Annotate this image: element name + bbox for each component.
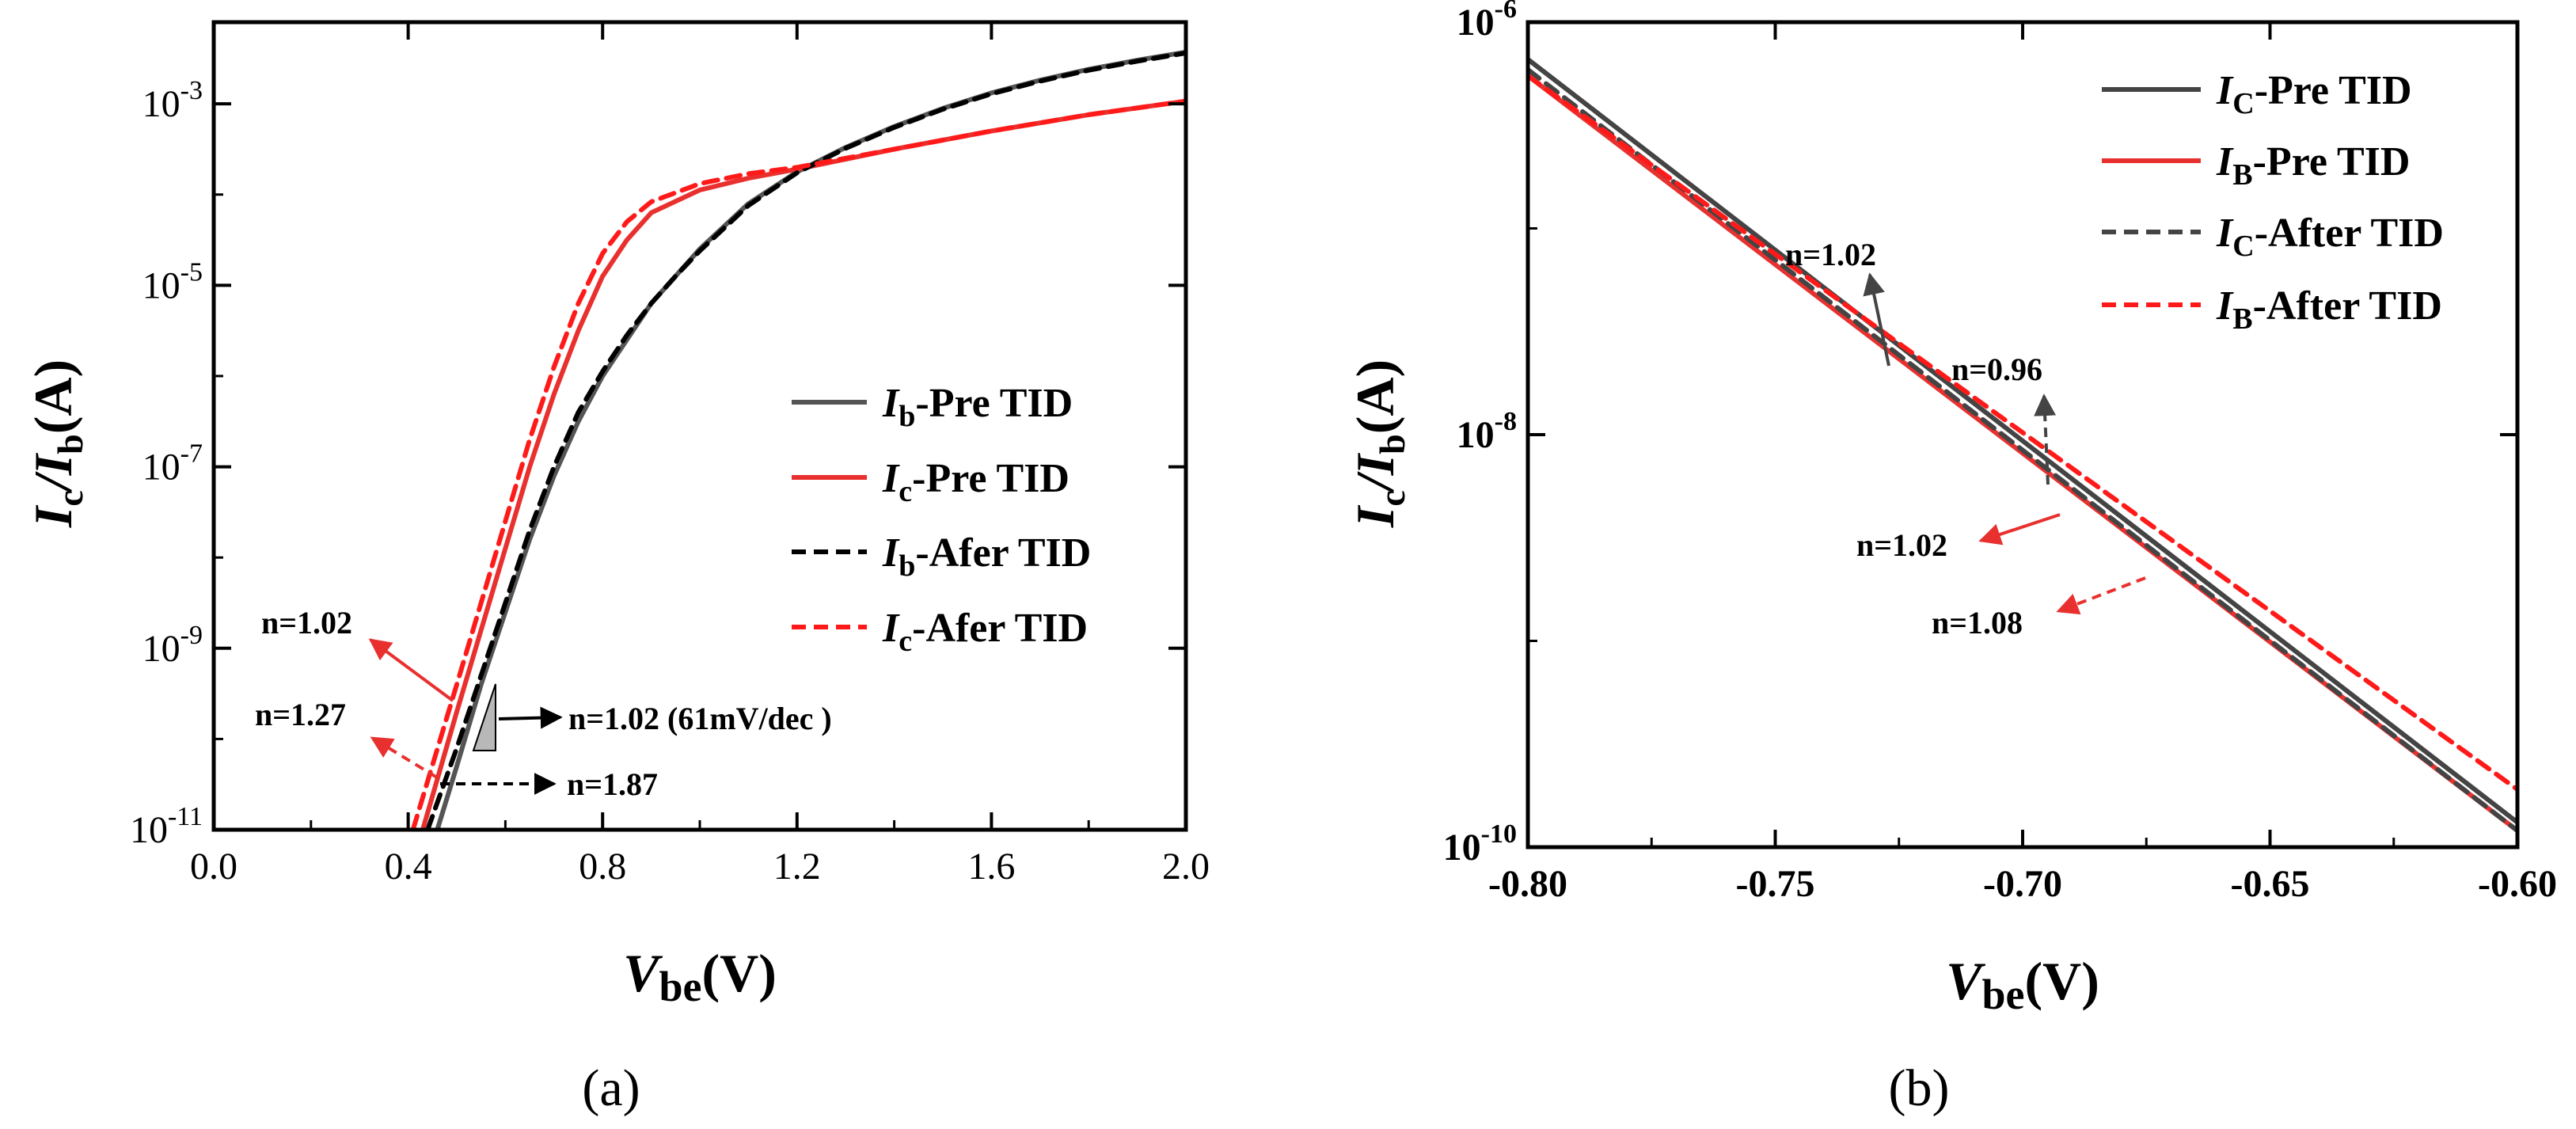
- chart-a-ytick-label-0: 10-11: [130, 802, 203, 851]
- chart-b-series-3: [1528, 73, 2517, 793]
- chart-b-legend-ib-after: IB-After TID: [2216, 283, 2442, 336]
- chart-b-ytick-label-2: 10-6: [1457, 0, 1517, 44]
- chart-b-arrow-n102-red: [1978, 513, 2061, 545]
- chart-a-ytick-label-1: 10-9: [142, 621, 203, 670]
- chart-a-ytick-label-2: 10-7: [142, 439, 203, 488]
- chart-a-xtick-label-3: 1.2: [773, 846, 821, 888]
- chart-a-series-layer: [410, 49, 1186, 830]
- chart-a-slope-triangle: [472, 683, 496, 751]
- chart-b: -0.80 -0.75 -0.70 -0.65 -0.60 10-10 10-8 10-6 I…: [1345, 0, 2557, 1117]
- chart-b-ytick-label-1: 10-8: [1457, 407, 1517, 456]
- chart-b-series-2: [1528, 67, 2517, 834]
- chart-b-annotation-n102-gray: n=1.02: [1785, 237, 1876, 272]
- chart-a-legend-ib-after: Ib-Afer TID: [882, 530, 1091, 583]
- chart-b-ylabel-unit: (A): [1345, 359, 1405, 434]
- chart-b-xlabel-sub: be: [1981, 971, 2024, 1018]
- chart-a-legend-ic-after: Ic-Afer TID: [882, 606, 1088, 658]
- chart-a-annotation-n187-black: n=1.87: [567, 766, 658, 802]
- chart-b-ytick-label-0: 10-10: [1443, 819, 1517, 869]
- chart-b-arrow-n102-gray: [1863, 272, 1890, 367]
- chart-b-series-0: [1528, 56, 2517, 825]
- chart-a-ylabel: Ic/Ib(A): [23, 359, 90, 528]
- chart-a-ticks-layer: 0.0 0.4 0.8 1.2 1.6 2.0 10-11 10-9 10-7 10-5 10-3: [130, 22, 1210, 888]
- chart-b-ticks-layer: -0.80 -0.75 -0.70 -0.65 -0.60 10-10 10-8 10-6: [1443, 0, 2557, 905]
- chart-b-ylabel-s1: c: [1372, 490, 1412, 506]
- chart-b-xtick-label-3: -0.65: [2231, 863, 2310, 905]
- chart-b-xlabel: Vbe(V): [1946, 951, 2099, 1018]
- chart-b-ylabel-p2: /I: [1345, 452, 1405, 494]
- chart-b-xtick-label-4: -0.60: [2478, 863, 2557, 905]
- chart-a-annotation-n127-red: n=1.27: [255, 697, 346, 732]
- chart-b-annotation-n108-red: n=1.08: [1932, 605, 2023, 641]
- chart-a-legend-ib-pre: Ib-Pre TID: [882, 381, 1073, 433]
- chart-a-xtick-label-1: 0.4: [385, 846, 432, 888]
- chart-a-annotation-n102-black: n=1.02 (61mV/dec ): [568, 701, 832, 736]
- chart-a-ylabel-p2: /I: [23, 452, 83, 494]
- chart-b-caption: (b): [1889, 1059, 1950, 1117]
- chart-a-ylabel-s1: c: [50, 490, 90, 506]
- chart-b-xtick-label-2: -0.70: [1983, 863, 2062, 905]
- chart-a-xlabel-main: V: [623, 943, 663, 1003]
- chart-a-plot-area: [410, 49, 1186, 830]
- chart-b-legend-ib-pre: IB-Pre TID: [2216, 139, 2410, 192]
- chart-b-legend-ic-pre: IC-Pre TID: [2216, 68, 2412, 120]
- chart-a-legend-ic-pre: Ic-Pre TID: [882, 456, 1070, 508]
- chart-a-arrow-n102-black: [498, 706, 563, 729]
- chart-a-legend: Ib-Pre TID Ic-Pre TID Ib-Afer TID Ic-Afe…: [792, 381, 1091, 658]
- chart-a-xlabel-unit: (V): [701, 943, 776, 1003]
- chart-a-xtick-label-4: 1.6: [967, 846, 1015, 888]
- chart-b-arrow-n108-red: [2056, 576, 2146, 615]
- chart-b-ylabel: Ic/Ib(A): [1345, 359, 1412, 528]
- chart-b-ylabel-p1: I: [1345, 504, 1405, 528]
- chart-b-plot-area: [1528, 56, 2517, 834]
- chart-a-arrow-n102-red: [368, 638, 454, 702]
- chart-b-xlabel-unit: (V): [2024, 951, 2099, 1011]
- chart-b-annotations: n=1.02 n=0.96 n=1.02 n=1.08: [1785, 237, 2146, 641]
- chart-b-series-layer: [1528, 56, 2517, 834]
- chart-b-legend-ic-after: IC-After TID: [2216, 211, 2444, 263]
- chart-a: 0.0 0.4 0.8 1.2 1.6 2.010-1110-910-710-510-3 …: [23, 20, 1210, 1117]
- chart-a-xtick-label-5: 2.0: [1162, 846, 1210, 888]
- chart-a-annotations: n=1.02 n=1.27 n=1.02 (61mV/dec ) n=1.87: [255, 605, 832, 802]
- chart-b-legend: IC-Pre TID IB-Pre TID IC-After TID IB-Af…: [2102, 68, 2444, 336]
- chart-a-arrow-n127-red: [370, 736, 439, 779]
- chart-a-ylabel-unit: (A): [23, 359, 83, 434]
- chart-a-ylabel-p1: I: [23, 504, 83, 528]
- chart-a-xlabel: Vbe(V): [623, 943, 777, 1010]
- chart-a-xtick-label-2: 0.8: [579, 846, 626, 888]
- chart-b-ylabel-s2: b: [1372, 434, 1412, 454]
- chart-b-annotation-n096-gray: n=0.96: [1951, 352, 2042, 387]
- chart-a-ytick-label-3: 10-5: [142, 257, 203, 306]
- chart-b-annotation-n102-red: n=1.02: [1856, 527, 1947, 563]
- chart-a-ytick-label-4: 10-3: [142, 76, 203, 125]
- chart-a-series-1: [420, 98, 1186, 830]
- chart-a-ylabel-s2: b: [50, 434, 90, 454]
- chart-a-series-2: [425, 51, 1186, 830]
- chart-a-caption: (a): [582, 1059, 640, 1117]
- chart-b-xtick-label-0: -0.80: [1488, 863, 1567, 905]
- chart-a-xlabel-sub: be: [659, 963, 701, 1010]
- chart-a-xtick-label-0: 0.0: [190, 846, 237, 888]
- chart-b-xlabel-main: V: [1946, 951, 1985, 1011]
- chart-b-xtick-label-1: -0.75: [1736, 863, 1815, 905]
- chart-a-series-3: [410, 98, 1186, 830]
- chart-a-annotation-n102-red: n=1.02: [261, 605, 352, 641]
